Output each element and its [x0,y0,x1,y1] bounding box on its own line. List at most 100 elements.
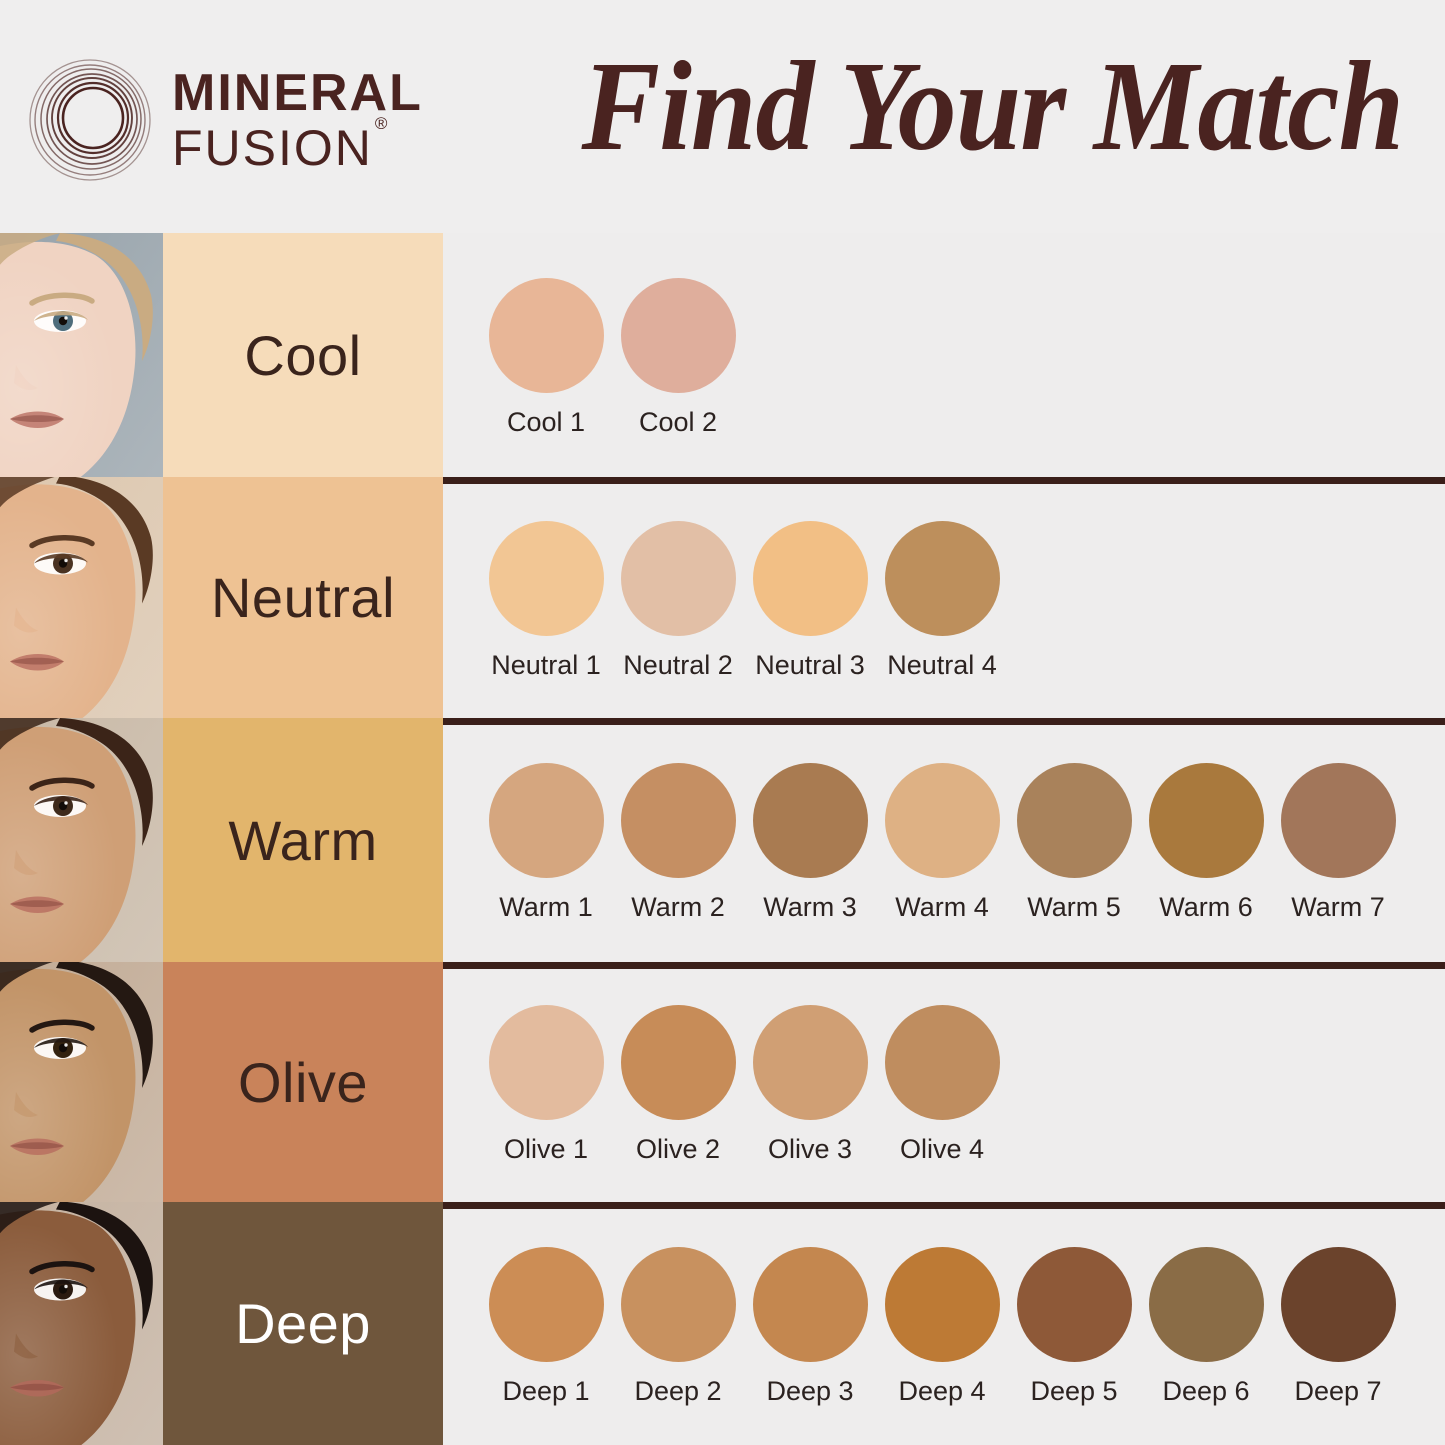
page-title: Find Your Match [581,35,1404,177]
swatch-item[interactable]: Warm 1 [480,763,612,923]
shade-label: Olive 3 [767,1134,853,1164]
swatch-item[interactable]: Warm 4 [876,763,1008,923]
model-photo-warm [0,718,163,962]
shade-label: Warm 2 [631,892,725,922]
swatch-item[interactable]: Neutral 1 [480,520,612,681]
shade-swatch[interactable] [1280,1246,1396,1362]
shade-label: Warm 3 [763,892,857,922]
swatch-item[interactable]: Deep 2 [612,1246,744,1407]
brand-logo: MINERAL FUSION ® [28,58,423,182]
shade-swatch[interactable] [488,520,604,636]
shade-swatch[interactable] [620,520,736,636]
shade-label: Neutral 3 [755,649,865,680]
shade-swatch[interactable] [620,1005,736,1120]
shade-swatch[interactable] [884,763,1000,878]
model-photo-neutral [0,477,163,718]
swatch-item[interactable]: Deep 7 [1272,1246,1404,1407]
category-band-cool[interactable]: Cool [163,233,443,477]
page-header: MINERAL FUSION ® Find Your Match [0,0,1445,233]
shade-label: Warm 1 [499,892,593,922]
swatch-panel: Neutral 1 Neutral 2 Neutral 3 Neutral 4 [443,477,1445,718]
shade-label: Deep 4 [898,1375,986,1406]
concentric-rings-icon [28,58,152,182]
swatch-item[interactable]: Warm 5 [1008,763,1140,923]
swatch-item[interactable]: Warm 3 [744,763,876,923]
swatch-item[interactable]: Olive 1 [480,1005,612,1165]
shade-label: Olive 4 [899,1134,985,1164]
shade-swatch[interactable] [884,1246,1000,1362]
swatch-panel: Cool 1 Cool 2 [443,233,1445,477]
swatch-item[interactable]: Warm 6 [1140,763,1272,923]
swatch-list: Neutral 1 Neutral 2 Neutral 3 Neutral 4 [480,477,1008,718]
swatch-list: Warm 1 Warm 2 Warm 3 Warm 4 Warm 5 Warm … [480,718,1404,962]
swatch-list: Olive 1 Olive 2 Olive 3 Olive 4 [480,962,1008,1202]
shade-swatch[interactable] [1148,763,1264,878]
row-divider [443,477,1445,484]
registered-mark-icon: ® [374,114,390,134]
shade-row-warm: Warm Warm 1 Warm 2 Warm 3 Warm 4 Warm 5 … [0,718,1445,962]
shade-label: Deep 1 [502,1375,590,1406]
shade-swatch[interactable] [1016,763,1132,878]
category-label: Deep [235,1292,371,1355]
shade-label: Warm 4 [895,892,989,922]
category-label: Warm [228,808,378,872]
shade-label: Warm 7 [1291,892,1385,922]
category-band-neutral[interactable]: Neutral [163,477,443,718]
shade-label: Deep 2 [634,1375,722,1406]
shade-swatch[interactable] [752,763,868,878]
shade-row-neutral: Neutral Neutral 1 Neutral 2 Neutral 3 Ne… [0,477,1445,718]
swatch-item[interactable]: Deep 6 [1140,1246,1272,1407]
swatch-list: Deep 1 Deep 2 Deep 3 Deep 4 Deep 5 Deep … [480,1202,1404,1445]
swatch-item[interactable]: Deep 1 [480,1246,612,1407]
swatch-panel: Olive 1 Olive 2 Olive 3 Olive 4 [443,962,1445,1202]
swatch-item[interactable]: Olive 3 [744,1005,876,1165]
shade-swatch[interactable] [1016,1246,1132,1362]
swatch-item[interactable]: Cool 1 [480,278,612,438]
shade-swatch[interactable] [488,1246,604,1362]
shade-swatch[interactable] [620,278,736,393]
brand-name-line1: MINERAL [172,64,423,122]
swatch-item[interactable]: Olive 2 [612,1005,744,1165]
shade-swatch[interactable] [884,520,1000,636]
swatch-item[interactable]: Warm 2 [612,763,744,923]
model-photo-cool [0,233,163,477]
model-photo-olive [0,962,163,1202]
shade-swatch[interactable] [752,520,868,636]
shade-label: Olive 1 [503,1134,589,1164]
swatch-item[interactable]: Deep 3 [744,1246,876,1407]
brand-wordmark: MINERAL FUSION ® [172,67,423,173]
row-divider [443,718,1445,725]
swatch-item[interactable]: Olive 4 [876,1005,1008,1165]
swatch-item[interactable]: Neutral 2 [612,520,744,681]
shade-swatch[interactable] [620,1246,736,1362]
category-band-warm[interactable]: Warm [163,718,443,962]
shade-swatch[interactable] [752,1246,868,1362]
category-label: Cool [244,323,362,387]
shade-row-deep: Deep Deep 1 Deep 2 Deep 3 Deep 4 Deep 5 … [0,1202,1445,1445]
swatch-item[interactable]: Deep 5 [1008,1246,1140,1407]
swatch-item[interactable]: Warm 7 [1272,763,1404,923]
swatch-item[interactable]: Cool 2 [612,278,744,438]
shade-swatch[interactable] [488,763,604,878]
shade-row-cool: Cool Cool 1 Cool 2 [0,233,1445,477]
swatch-list: Cool 1 Cool 2 [480,233,744,477]
category-band-olive[interactable]: Olive [163,962,443,1202]
shade-label: Olive 2 [635,1134,721,1164]
shade-swatch[interactable] [488,1005,604,1120]
shade-swatch[interactable] [488,278,604,393]
shade-swatch[interactable] [1280,763,1396,878]
shade-swatch[interactable] [620,763,736,878]
swatch-item[interactable]: Deep 4 [876,1246,1008,1407]
brand-name-line2: FUSION ® [172,114,390,176]
shade-swatch[interactable] [752,1005,868,1120]
swatch-item[interactable]: Neutral 3 [744,520,876,681]
shade-swatch[interactable] [1148,1246,1264,1362]
category-label: Olive [237,1050,369,1114]
shade-swatch[interactable] [884,1005,1000,1120]
shade-label: Deep 3 [766,1375,854,1406]
swatch-item[interactable]: Neutral 4 [876,520,1008,681]
shade-label: Warm 6 [1159,892,1253,922]
shade-label: Deep 5 [1030,1375,1118,1406]
category-band-deep[interactable]: Deep [163,1202,443,1445]
